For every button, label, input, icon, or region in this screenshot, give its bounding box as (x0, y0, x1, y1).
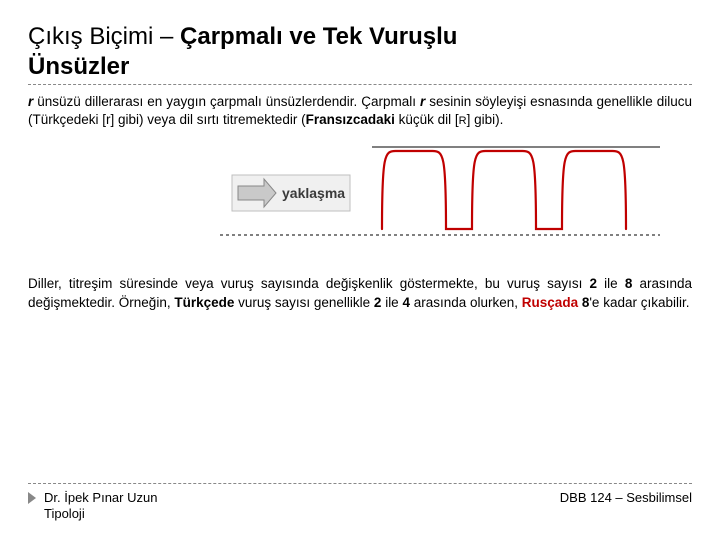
diagram-wrap: yaklaşma (28, 139, 692, 257)
title-block: Çıkış Biçimi – Çarpmalı ve Tek Vuruşlu Ü… (28, 22, 692, 85)
svg-text:yaklaşma: yaklaşma (282, 185, 345, 201)
footer: Dr. İpek Pınar Uzun Tipoloji DBB 124 – S… (28, 483, 692, 523)
p2-t4: vuruş sayısı genellikle (234, 295, 374, 310)
p2-t2: ile (597, 276, 625, 291)
title-bold-2: Ünsüzler (28, 53, 129, 80)
title-plain: Çıkış Biçimi – (28, 23, 180, 50)
p1-rsmall: R (459, 115, 467, 127)
title-line-2: Ünsüzler (28, 52, 692, 82)
p2-t1: Diller, titreşim süresinde veya vuruş sa… (28, 276, 590, 291)
p2-t6: arasında olurken, (410, 295, 522, 310)
p2-t8: 'e kadar çıkabilir. (589, 295, 689, 310)
p2-t5: ile (381, 295, 402, 310)
trill-diagram: yaklaşma (202, 139, 672, 257)
p1-t1: ünsüzü dillerarası en yaygın çarpmalı ün… (33, 94, 420, 109)
slide-root: Çıkış Biçimi – Çarpmalı ve Tek Vuruşlu Ü… (0, 0, 720, 540)
paragraph-2: Diller, titreşim süresinde veya vuruş sa… (28, 275, 692, 311)
footer-right: DBB 124 – Sesbilimsel (560, 490, 692, 505)
p2-n4: 4 (402, 295, 410, 310)
p2-tr: Türkçede (174, 295, 234, 310)
footer-left: Dr. İpek Pınar Uzun Tipoloji (44, 490, 157, 523)
title-bold-1: Çarpmalı ve Tek Vuruşlu (180, 23, 457, 50)
p2-n2: 2 (590, 276, 598, 291)
footer-author-sub: Tipoloji (44, 506, 157, 522)
title-line-1: Çıkış Biçimi – Çarpmalı ve Tek Vuruşlu (28, 22, 692, 52)
paragraph-1: r ünsüzü dillerarası en yaygın çarpmalı … (28, 93, 692, 129)
p1-fr: Fransızcadaki (306, 112, 395, 127)
p1-t4: ] gibi). (467, 112, 504, 127)
footer-author: Dr. İpek Pınar Uzun (44, 490, 157, 506)
footer-marker-icon (28, 492, 36, 504)
p1-t3: küçük dil [ (395, 112, 459, 127)
p2-ru: Rusçada (522, 295, 578, 310)
